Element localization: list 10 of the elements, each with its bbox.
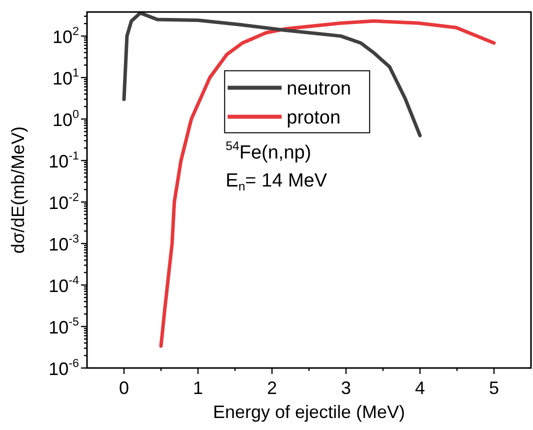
x-tick-label: 1	[192, 378, 204, 398]
x-axis-title: Energy of ejectile (MeV)	[212, 402, 406, 422]
legend-label: proton	[286, 108, 341, 129]
x-tick-label: 5	[488, 378, 500, 398]
y-axis-title: dσ/dE(mb/MeV)	[8, 126, 28, 254]
legend-label: neutron	[286, 78, 352, 100]
x-tick-label: 0	[118, 378, 130, 398]
x-tick-label: 2	[266, 378, 278, 398]
x-tick-label: 3	[340, 378, 352, 398]
x-tick-label: 4	[414, 378, 426, 398]
